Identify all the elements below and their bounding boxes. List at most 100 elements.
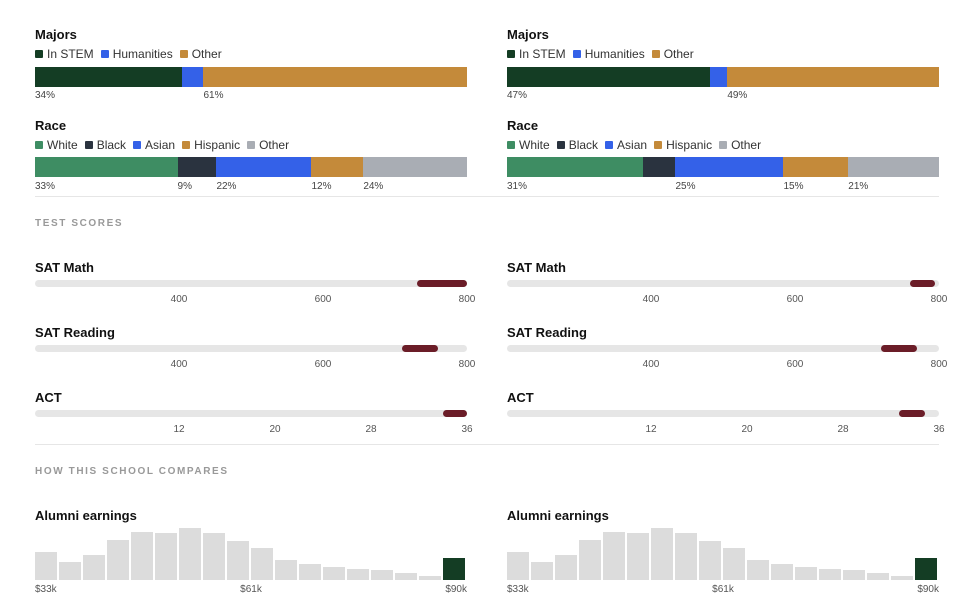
histogram-bar	[419, 576, 441, 580]
legend-item-in-stem: In STEM	[507, 47, 566, 61]
histogram-bar	[747, 560, 769, 580]
score-axis-act: 12 20 28 36	[35, 424, 472, 436]
race-legend: White Black Asian Hispanic Other	[507, 138, 768, 152]
majors-title: Majors	[507, 27, 549, 42]
divider	[35, 196, 939, 197]
earnings-axis-label: $61k	[240, 584, 262, 595]
earnings-axis-label: $33k	[507, 584, 529, 595]
legend-swatch-hispanic	[654, 141, 663, 149]
majors-stacked-bar	[507, 67, 939, 87]
test-title-act: ACT	[35, 390, 62, 405]
legend-swatch-humanities	[572, 50, 581, 58]
race-segment-black	[177, 157, 217, 177]
earnings-axis-label: $61k	[712, 584, 734, 595]
race-segment-asian	[675, 157, 784, 177]
legend-item-asian: Asian	[605, 138, 647, 152]
race-legend: White Black Asian Hispanic Other	[35, 138, 296, 152]
legend-item-other: Other	[651, 47, 694, 61]
earnings-histogram	[35, 528, 467, 580]
axis-tick-label: 400	[170, 294, 188, 305]
histogram-bar-highlight	[915, 558, 937, 580]
histogram-bar	[819, 569, 841, 580]
earnings-title: Alumni earnings	[507, 508, 609, 523]
race-segment-label-asian: 22%	[216, 181, 237, 192]
majors-segment-label-other_major: 61%	[203, 90, 224, 101]
histogram-bar	[251, 548, 273, 580]
legend-label: Other	[731, 138, 762, 152]
axis-tick-label: 600	[314, 359, 332, 370]
axis-tick-label: 20	[269, 424, 281, 435]
score-range-fill-sat-math	[910, 280, 936, 287]
axis-tick-label: 800	[930, 294, 948, 305]
histogram-bar	[83, 554, 105, 580]
legend-item-black: Black	[84, 138, 126, 152]
histogram-bar	[299, 563, 321, 580]
legend-label: White	[519, 138, 550, 152]
axis-tick-label: 800	[458, 294, 476, 305]
test-title-act: ACT	[507, 390, 534, 405]
histogram-bar	[347, 569, 369, 580]
axis-tick-label: 400	[170, 359, 188, 370]
legend-label: Black	[568, 138, 599, 152]
histogram-bar	[723, 548, 745, 580]
majors-segment-label-other_major: 49%	[727, 90, 748, 101]
legend-item-asian: Asian	[133, 138, 175, 152]
race-segment-other_race	[848, 157, 939, 177]
legend-label: Humanities	[584, 47, 645, 61]
legend-label: Asian	[145, 138, 176, 152]
axis-tick-label: 600	[314, 294, 332, 305]
earnings-axis: $33k $61k $90k	[35, 584, 467, 596]
legend-label: In STEM	[47, 47, 94, 61]
histogram-bar	[579, 540, 601, 580]
race-segment-label-other_race: 21%	[848, 181, 869, 192]
earnings-axis: $33k $61k $90k	[507, 584, 939, 596]
score-range-fill-act	[443, 410, 467, 417]
majors-segment-labels: 47% 49%	[507, 90, 939, 102]
legend-item-other: Other	[179, 47, 222, 61]
majors-legend: In STEM Humanities Other	[35, 47, 229, 61]
race-segment-white	[35, 157, 178, 177]
majors-legend: In STEM Humanities Other	[507, 47, 701, 61]
histogram-bar	[675, 532, 697, 580]
race-segment-hispanic	[783, 157, 849, 177]
legend-swatch-humanities	[100, 50, 109, 58]
test-title-sat-math: SAT Math	[35, 260, 94, 275]
race-segment-white	[507, 157, 644, 177]
earnings-axis-label: $90k	[445, 584, 467, 595]
race-segment-label-asian: 25%	[675, 181, 696, 192]
legend-item-humanities: Humanities	[572, 47, 645, 61]
legend-item-other: Other	[719, 138, 761, 152]
histogram-bar	[203, 532, 225, 580]
histogram-bar	[507, 551, 529, 580]
earnings-axis-label: $90k	[917, 584, 939, 595]
histogram-bar	[843, 570, 865, 580]
majors-segment-humanities	[710, 67, 728, 87]
score-range-fill-sat-math	[416, 280, 467, 287]
histogram-bar	[771, 563, 793, 580]
axis-tick-label: 12	[173, 424, 185, 435]
majors-stacked-bar	[35, 67, 467, 87]
race-title: Race	[507, 118, 539, 133]
legend-item-in-stem: In STEM	[35, 47, 94, 61]
score-range-fill-sat-reading	[402, 345, 439, 352]
axis-tick-label: 20	[741, 424, 753, 435]
legend-item-white: White	[507, 138, 550, 152]
histogram-bar	[603, 531, 625, 580]
histogram-bar	[59, 561, 81, 580]
divider	[35, 444, 939, 445]
earnings-histogram	[507, 528, 939, 580]
score-range-track-sat-reading	[35, 345, 467, 352]
legend-label: Other	[191, 47, 222, 61]
legend-swatch-asian	[605, 141, 614, 149]
histogram-bar	[155, 532, 177, 580]
histogram-bar	[795, 566, 817, 580]
histogram-bar	[35, 551, 57, 580]
score-axis-sat-reading: 400 600 800	[35, 359, 476, 371]
score-range-track-sat-reading	[507, 345, 939, 352]
score-axis-sat-math: 400 600 800	[507, 294, 948, 306]
race-segment-other_race	[363, 157, 467, 177]
majors-segment-stem	[35, 67, 182, 87]
majors-segment-humanities	[181, 67, 204, 87]
race-segment-label-other_race: 24%	[363, 181, 384, 192]
legend-item-humanities: Humanities	[100, 47, 173, 61]
